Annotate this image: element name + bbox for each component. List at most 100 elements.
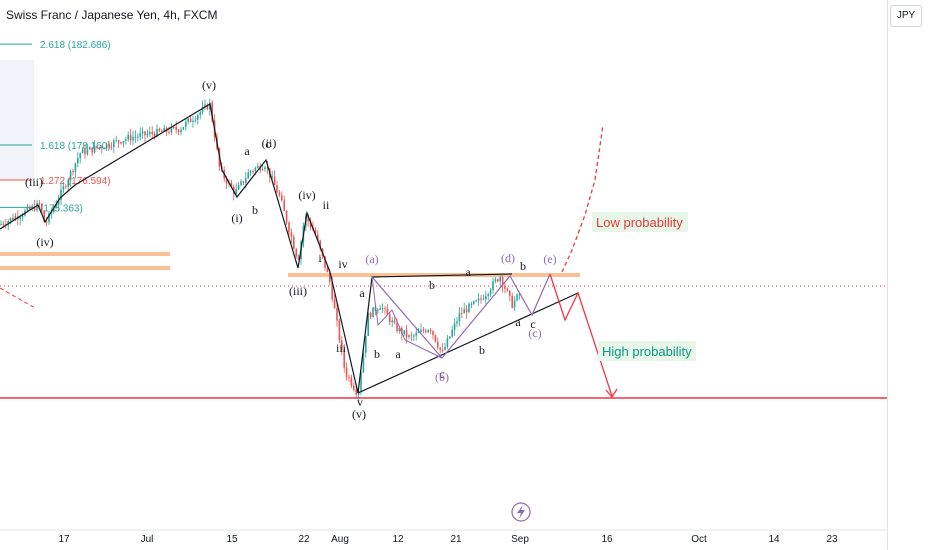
currency-badge[interactable]: JPY	[890, 5, 922, 27]
candle-body	[417, 331, 420, 333]
candle-body	[117, 140, 120, 143]
candle-body	[204, 104, 206, 108]
candle-body	[113, 140, 115, 148]
wave-label: (iv)	[36, 235, 53, 249]
candle-body	[353, 385, 355, 390]
candle-body	[377, 309, 379, 312]
candle-body	[453, 323, 456, 330]
candle-body	[461, 312, 463, 314]
wave-label: iv	[338, 257, 347, 271]
candle-body	[57, 199, 60, 205]
wave-label: (i)	[231, 211, 242, 225]
candle-body	[509, 290, 511, 296]
price-axis-panel[interactable]	[887, 0, 932, 550]
candle-body	[501, 276, 504, 286]
candle-body	[458, 312, 461, 322]
high-probability-label: High probability	[602, 344, 692, 359]
candle-body	[144, 131, 146, 136]
candle-body	[197, 115, 199, 120]
candle-body	[432, 330, 434, 335]
candle-body	[89, 147, 91, 150]
candle-body	[170, 126, 173, 133]
wave-label: (iv)	[298, 188, 315, 202]
candle-body	[360, 372, 362, 392]
candle-body	[69, 171, 72, 181]
candle-body	[141, 131, 144, 134]
candle-body	[36, 202, 38, 211]
candle-body	[158, 128, 161, 131]
candle-body	[29, 206, 31, 210]
candle-body	[425, 330, 427, 333]
candle-body	[180, 129, 182, 133]
candle-body	[2, 223, 5, 225]
candle-body	[367, 312, 369, 336]
candle-body	[41, 203, 43, 211]
wave-label: b	[374, 347, 380, 361]
candle-body	[427, 330, 429, 333]
candle-body	[201, 107, 204, 113]
wave-label: (b)	[435, 370, 449, 384]
x-tick-label: 17	[58, 534, 70, 545]
candle-body	[252, 170, 254, 172]
low-prob-path	[561, 124, 604, 273]
candle-body	[295, 248, 297, 257]
x-tick-label: 16	[601, 534, 613, 545]
candle-body	[338, 320, 341, 341]
x-tick-label: 14	[768, 534, 780, 545]
candle-body	[372, 307, 374, 318]
candle-body	[146, 133, 149, 136]
candle-body	[341, 340, 343, 350]
candle-body	[98, 147, 101, 149]
triangle-waves	[371, 273, 551, 359]
candle-body	[271, 176, 273, 178]
candle-body	[331, 281, 333, 300]
x-tick-label: Oct	[691, 534, 707, 545]
candle-body	[362, 352, 365, 373]
shaded-region	[0, 60, 34, 180]
candle-body	[156, 128, 158, 137]
x-tick-label: 21	[450, 534, 462, 545]
high-prob-path	[549, 273, 613, 397]
wave-label: c	[265, 137, 270, 151]
candle-body	[151, 131, 153, 134]
candle-body	[389, 314, 391, 323]
candle-body	[513, 300, 516, 308]
low-probability-label: Low probability	[596, 215, 683, 230]
candle-body	[465, 309, 468, 313]
candle-body	[281, 195, 283, 201]
candle-body	[314, 230, 317, 235]
low-probability-label-bg	[592, 212, 688, 232]
candle-body	[290, 232, 293, 237]
candle-body	[309, 221, 312, 228]
candle-body	[91, 147, 93, 153]
candle-body	[33, 206, 36, 211]
wave-label: (d)	[501, 251, 515, 265]
wave-label: (e)	[543, 252, 556, 266]
candle-body	[444, 347, 446, 350]
candle-body	[14, 216, 17, 220]
candle-body	[429, 330, 432, 332]
candle-body	[276, 185, 278, 193]
candle-body	[374, 307, 377, 312]
candle-body	[420, 329, 422, 332]
candle-body	[240, 181, 242, 186]
candle-body	[225, 178, 228, 184]
candle-body	[288, 222, 290, 233]
candle-body	[345, 367, 348, 377]
candle-body	[125, 139, 127, 142]
x-tick-label: 23	[826, 534, 838, 545]
candle-body	[182, 127, 185, 130]
candle-body	[285, 210, 288, 223]
candle-body	[257, 166, 259, 168]
candle-body	[391, 320, 393, 323]
candle-body	[261, 169, 264, 171]
wave-label: b	[429, 278, 435, 292]
candle-body	[115, 140, 117, 142]
fib-label: 2.618 (182.686)	[40, 40, 111, 51]
candle-body	[77, 158, 79, 164]
candle-body	[26, 206, 29, 211]
resistance-line	[288, 273, 580, 277]
candle-body	[293, 236, 295, 249]
